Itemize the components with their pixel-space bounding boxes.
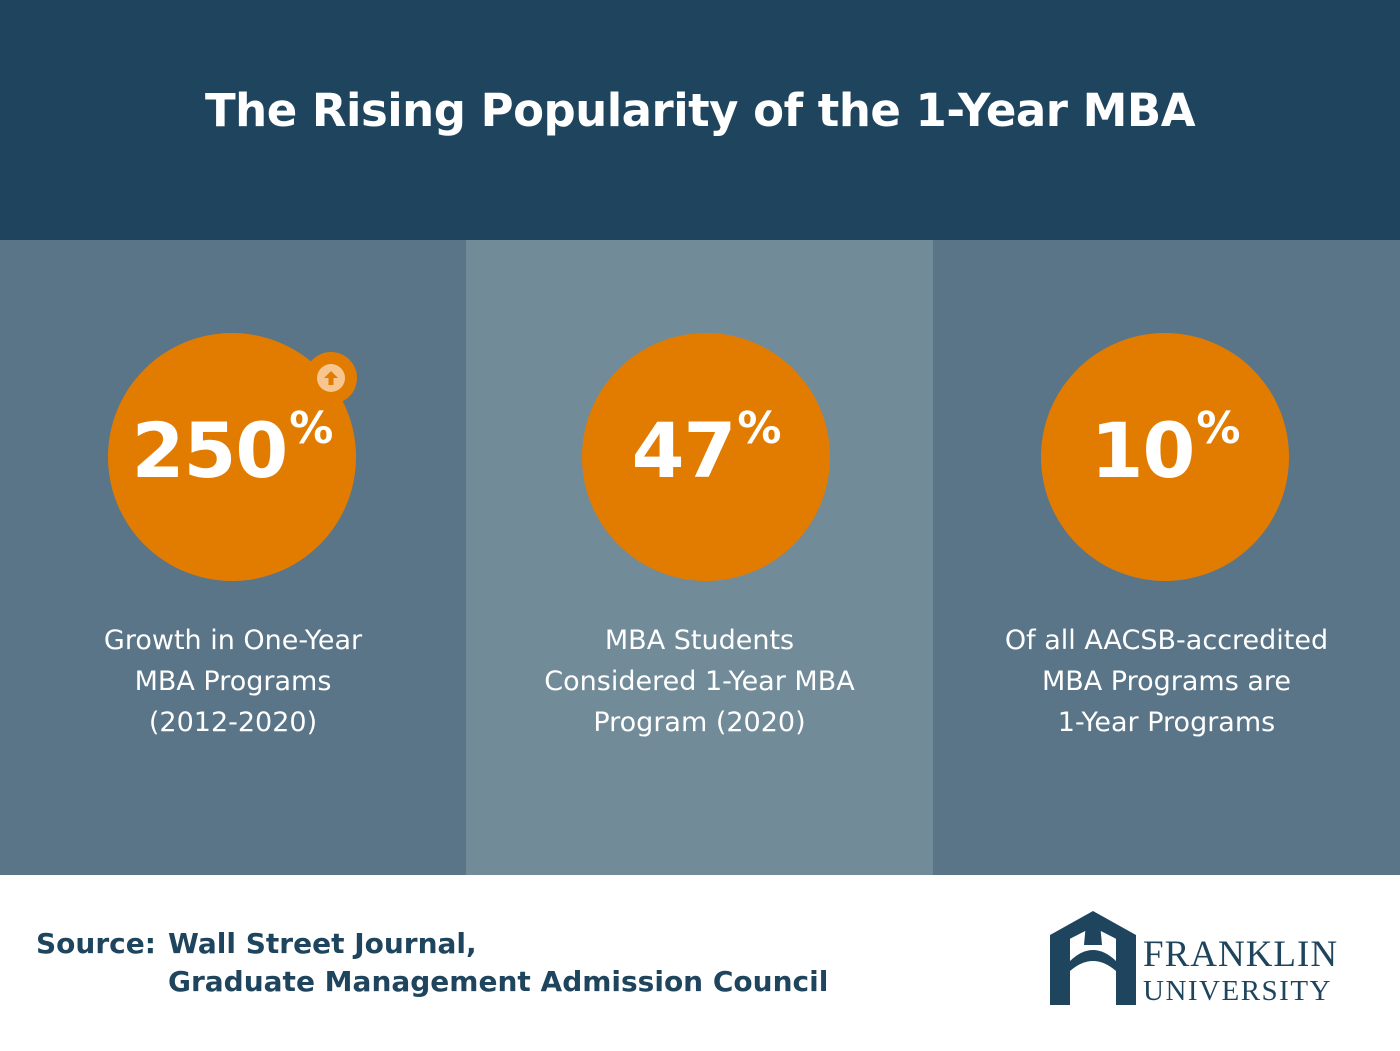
stat-description: Growth in One-Year MBA Programs (2012-20… (0, 620, 466, 743)
stat-description-line: Of all AACSB-accredited (1004, 625, 1329, 656)
source-citation: Source: Wall Street Journal, Graduate Ma… (36, 925, 828, 1001)
stat-panel-3: 10% Of all AACSB-accredited MBA Programs… (933, 240, 1400, 875)
stat-unit: % (1196, 403, 1240, 454)
stat-description-line: Growth in One-Year (103, 625, 363, 656)
stat-unit: % (289, 403, 333, 454)
stat-circle: 47% (582, 333, 830, 581)
stat-description-line: MBA Programs (134, 666, 332, 697)
source-item: Graduate Management Admission Council (168, 965, 829, 998)
stat-description-line: MBA Students (604, 625, 795, 656)
stats-panels: 250% Growth in One-Year MBA Programs (20… (0, 240, 1400, 875)
footer: Source: Wall Street Journal, Graduate Ma… (0, 875, 1400, 1051)
stat-description-line: (2012-2020) (148, 707, 318, 738)
stat-number: 10 (1090, 406, 1196, 495)
stat-description: Of all AACSB-accredited MBA Programs are… (933, 620, 1400, 743)
stat-description: MBA Students Considered 1-Year MBA Progr… (466, 620, 933, 743)
growth-badge (305, 352, 357, 404)
stat-description-line: Program (2020) (593, 707, 806, 738)
header-banner: The Rising Popularity of the 1-Year MBA (0, 0, 1400, 240)
stat-value: 10% (1041, 407, 1289, 489)
stat-panel-1: 250% Growth in One-Year MBA Programs (20… (0, 240, 466, 875)
stat-number: 47 (631, 406, 737, 495)
stat-value: 47% (582, 407, 830, 489)
page-title: The Rising Popularity of the 1-Year MBA (204, 83, 1196, 137)
source-label: Source: (36, 927, 156, 960)
arrow-up-icon (317, 364, 345, 392)
stat-description-line: MBA Programs are (1041, 666, 1292, 697)
stat-description-line: Considered 1-Year MBA (544, 666, 855, 697)
franklin-university-logo (1050, 911, 1136, 1005)
logo-wordmark-line: UNIVERSITY (1143, 975, 1332, 1007)
stat-circle: 10% (1041, 333, 1289, 581)
source-item: Wall Street Journal, (168, 927, 477, 960)
stat-unit: % (737, 403, 781, 454)
stat-panel-2: 47% MBA Students Considered 1-Year MBA P… (466, 240, 933, 875)
logo-wordmark-line: FRANKLIN (1143, 934, 1339, 975)
stat-number: 250 (131, 406, 289, 495)
logo-wordmark: FRANKLIN UNIVERSITY (1143, 934, 1339, 1009)
stat-description-line: 1-Year Programs (1057, 707, 1276, 738)
stat-value: 250% (108, 407, 356, 489)
